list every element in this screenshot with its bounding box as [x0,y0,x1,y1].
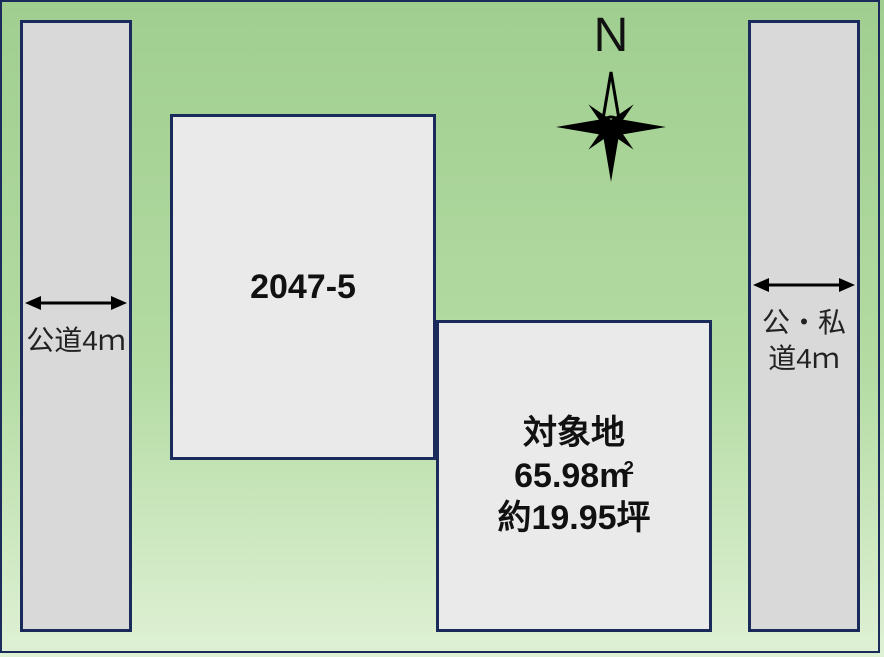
parcel-subject-label: 対象地 65.98m2 約19.95坪 [497,412,650,540]
parcel-adjacent: 2047-5 [170,114,436,460]
road-right-label-line2: 道4ｍ [768,343,840,374]
parcel-subject-title: 対象地 [523,414,625,452]
road-left: 公道4ｍ [20,20,132,632]
parcel-subject-area-m2: 65.98m2 [514,457,634,495]
compass-north-letter: N [536,8,686,63]
width-arrow-icon [23,293,129,313]
parcel-adjacent-label: 2047-5 [250,266,356,309]
road-left-label: 公道4ｍ [26,323,126,359]
parcel-subject-area-tsubo: 約19.95坪 [497,499,650,537]
width-arrow-icon [751,275,857,295]
road-right: 公・私 道4ｍ [748,20,860,632]
road-right-label: 公・私 道4ｍ [762,305,846,378]
diagram-canvas: 公道4ｍ 公・私 道4ｍ 2047-5 対象地 65.98m2 約19.95坪 … [0,0,884,657]
road-right-label-line1: 公・私 [762,307,846,338]
parcel-subject: 対象地 65.98m2 約19.95坪 [436,320,712,632]
compass-icon: N [536,8,686,192]
road-left-label-line1: 公道4ｍ [26,325,126,356]
compass-rose-icon [551,67,671,187]
